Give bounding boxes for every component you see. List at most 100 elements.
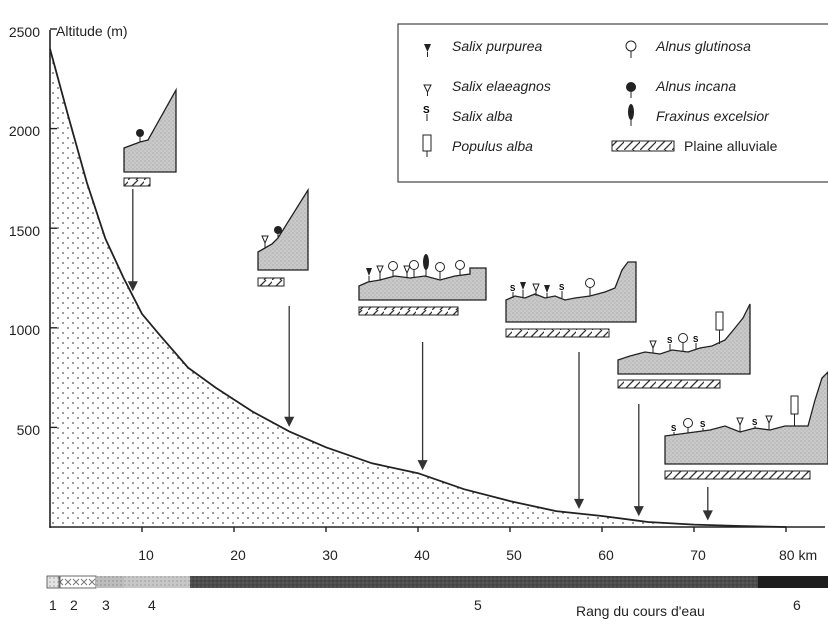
salix-alba-icon: S bbox=[510, 284, 516, 298]
alnus-glutinosa-icon bbox=[678, 333, 688, 351]
svg-text:S: S bbox=[700, 420, 706, 429]
fraxinus-excelsior-icon bbox=[423, 254, 429, 276]
site-arrow-head bbox=[284, 416, 295, 427]
plaine-alluviale-bar bbox=[505, 328, 610, 338]
populus-alba-icon bbox=[715, 311, 724, 344]
site-arrow-head bbox=[573, 498, 585, 510]
x-tick-label: 40 bbox=[414, 547, 430, 563]
site-arrow-head bbox=[633, 506, 644, 517]
alnus-incana-icon bbox=[136, 129, 144, 142]
svg-text:S: S bbox=[693, 335, 699, 344]
site-arrow-head bbox=[127, 281, 138, 292]
salix-alba-icon: S bbox=[667, 336, 673, 350]
y-tick-marks bbox=[50, 28, 57, 429]
alnus-glutinosa-icon bbox=[388, 261, 398, 276]
salix-elaeagnos-icon bbox=[376, 265, 384, 280]
svg-text:S: S bbox=[510, 284, 516, 293]
site-profile-3 bbox=[358, 254, 487, 316]
legend-label: Salix alba bbox=[452, 108, 513, 124]
rank-number: 2 bbox=[70, 597, 78, 613]
legend-label-plaine: Plaine alluviale bbox=[684, 138, 778, 154]
alnus-glutinosa-icon bbox=[625, 40, 637, 58]
site-profile-5: S S bbox=[617, 303, 751, 389]
svg-text:S: S bbox=[667, 336, 673, 345]
y-tick-label: 2500 bbox=[8, 24, 40, 40]
salix-alba-icon: S bbox=[700, 420, 706, 431]
rank-bar-label: Rang du cours d'eau bbox=[576, 603, 705, 619]
alnus-glutinosa-icon bbox=[683, 418, 693, 433]
plaine-alluviale-bar bbox=[257, 277, 285, 287]
alnus-glutinosa-icon bbox=[585, 278, 595, 296]
svg-text:S: S bbox=[671, 424, 677, 433]
site-profile-2 bbox=[257, 187, 309, 287]
plaine-alluviale-legend-swatch bbox=[611, 140, 675, 152]
salix-elaeagnos-icon bbox=[736, 417, 744, 432]
legend-label: Fraxinus excelsior bbox=[656, 108, 769, 124]
site-profile-4: S S bbox=[505, 261, 637, 338]
x-tick-marks bbox=[141, 527, 787, 532]
altitude-area bbox=[50, 48, 786, 528]
salix-elaeagnos-icon bbox=[261, 235, 269, 248]
alnus-glutinosa-icon bbox=[455, 260, 465, 275]
salix-elaeagnos-icon bbox=[423, 84, 432, 96]
legend-label: Salix purpurea bbox=[452, 38, 543, 54]
y-tick-label: 500 bbox=[16, 422, 40, 438]
site-arrows bbox=[127, 189, 713, 521]
rank-number: 5 bbox=[474, 597, 482, 613]
legend-box bbox=[397, 23, 828, 183]
salix-alba-icon: S bbox=[752, 418, 758, 429]
plaine-alluviale-bar bbox=[617, 379, 721, 389]
x-tick-label: 70 bbox=[690, 547, 706, 563]
y-tick-label: 2000 bbox=[8, 123, 40, 139]
salix-elaeagnos-icon bbox=[765, 415, 773, 430]
salix-alba-icon: S bbox=[559, 283, 565, 298]
alnus-glutinosa-icon bbox=[409, 260, 419, 277]
svg-text:S: S bbox=[423, 105, 430, 116]
x-tick-label: 30 bbox=[322, 547, 338, 563]
plaine-alluviale-bar bbox=[664, 470, 811, 480]
fraxinus-excelsior-icon bbox=[628, 104, 634, 126]
rank-number: 6 bbox=[793, 597, 801, 613]
y-axis-label: Altitude (m) bbox=[56, 23, 128, 39]
site-profile-6: S S S bbox=[664, 371, 828, 480]
legend-label: Alnus incana bbox=[656, 78, 737, 94]
legend-label: Populus alba bbox=[452, 138, 533, 154]
x-tick-label: 50 bbox=[506, 547, 522, 563]
svg-text:S: S bbox=[752, 418, 758, 427]
stream-rank-bar bbox=[46, 575, 828, 589]
salix-alba-icon: S bbox=[693, 335, 699, 349]
legend-label: Salix elaeagnos bbox=[452, 78, 551, 94]
populus-alba-icon bbox=[422, 134, 432, 157]
salix-alba-icon: S bbox=[423, 105, 430, 121]
x-tick-label: 60 bbox=[598, 547, 614, 563]
rank-number: 1 bbox=[49, 597, 57, 613]
legend-label: Alnus glutinosa bbox=[656, 38, 751, 54]
altitude-curve bbox=[49, 48, 787, 528]
y-tick-label: 1500 bbox=[8, 223, 40, 239]
salix-purpurea-icon bbox=[424, 44, 431, 57]
site-arrow-head bbox=[417, 460, 428, 471]
legend: S bbox=[397, 23, 828, 183]
plaine-alluviale-bar bbox=[123, 177, 151, 187]
y-tick-label: 1000 bbox=[8, 322, 40, 338]
alnus-incana-icon bbox=[274, 226, 282, 238]
salix-elaeagnos-icon bbox=[532, 283, 540, 296]
salix-purpurea-icon bbox=[520, 282, 526, 297]
plaine-alluviale-bar bbox=[358, 306, 459, 316]
rank-number: 3 bbox=[102, 597, 110, 613]
x-tick-label: 20 bbox=[230, 547, 246, 563]
populus-alba-icon bbox=[790, 395, 799, 426]
x-tick-label-km: 80 km bbox=[779, 547, 818, 563]
alnus-incana-icon bbox=[626, 82, 636, 98]
x-tick-label: 10 bbox=[138, 547, 154, 563]
alnus-glutinosa-icon bbox=[435, 262, 445, 279]
site-arrow-head bbox=[702, 510, 713, 521]
salix-alba-icon: S bbox=[671, 424, 677, 435]
salix-purpurea-icon bbox=[366, 268, 372, 282]
salix-elaeagnos-icon bbox=[403, 265, 411, 278]
svg-text:S: S bbox=[559, 283, 565, 292]
salix-purpurea-icon bbox=[544, 285, 550, 298]
salix-elaeagnos-icon bbox=[649, 340, 657, 353]
rank-number: 4 bbox=[148, 597, 156, 613]
